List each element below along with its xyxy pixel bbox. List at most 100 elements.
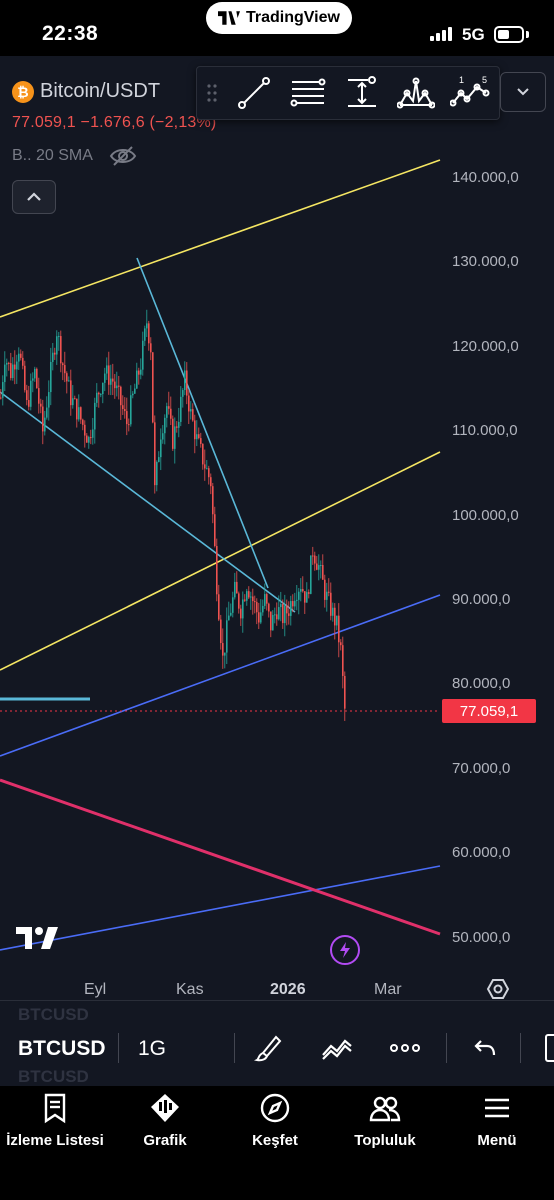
trend-line-tool-button[interactable] xyxy=(227,66,281,120)
candle-body xyxy=(16,361,18,370)
candle-body xyxy=(326,591,328,600)
candle-body xyxy=(72,398,74,406)
candle-body xyxy=(296,599,298,601)
time-axis-label: Eyl xyxy=(84,981,107,998)
symbol-title[interactable]: Bitcoin/USDT xyxy=(40,80,161,102)
candle-body xyxy=(176,426,178,428)
source-app-label: TradingView xyxy=(246,9,340,26)
candle-body xyxy=(270,611,272,631)
time-axis-label: Kas xyxy=(176,981,204,998)
symbol-header[interactable]: ₿ Bitcoin/USDT xyxy=(12,80,160,103)
interval-button[interactable]: 1G xyxy=(138,1037,167,1060)
candle-body xyxy=(266,594,268,604)
undo-button[interactable] xyxy=(468,1031,502,1065)
candle-body xyxy=(34,368,36,379)
candle-body xyxy=(0,397,2,399)
candle-body xyxy=(42,406,44,432)
candle-body xyxy=(146,323,148,329)
candle-body xyxy=(174,426,176,449)
candle-body xyxy=(292,601,294,607)
chevron-up-icon xyxy=(27,192,41,201)
candle-body xyxy=(178,421,180,428)
candle-body xyxy=(204,464,206,469)
candle-body xyxy=(70,380,72,406)
layout-button[interactable] xyxy=(530,1031,554,1065)
candle-body xyxy=(322,565,324,580)
settings-icon[interactable] xyxy=(486,977,510,1001)
compass-icon xyxy=(260,1093,290,1123)
indicator-label[interactable]: B.. 20 SMA xyxy=(12,147,93,164)
candle-body xyxy=(194,420,196,440)
source-app-pill[interactable]: TradingView xyxy=(206,2,352,34)
support-trend-line xyxy=(0,594,441,757)
long-support-line xyxy=(0,865,441,951)
candle-body xyxy=(124,409,126,412)
projection-tool-button[interactable] xyxy=(335,66,389,120)
tab-label: Grafik xyxy=(143,1132,187,1149)
symbol-toolbar: BTCUSD BTCUSD BTCUSD 1G xyxy=(0,1000,554,1086)
chart-icon xyxy=(151,1094,179,1122)
candle-body xyxy=(328,591,330,593)
candle-body xyxy=(38,388,40,404)
timeframe-dropdown[interactable] xyxy=(500,72,546,112)
chart-area[interactable] xyxy=(0,56,554,1000)
candle-body xyxy=(156,461,158,486)
indicator-row[interactable]: B.. 20 SMA xyxy=(12,145,137,167)
candle-body xyxy=(106,365,108,374)
layout-icon xyxy=(545,1034,554,1062)
more-options-button[interactable] xyxy=(388,1031,422,1065)
candle-body xyxy=(212,486,214,515)
tab-explore[interactable]: Keşfet xyxy=(220,1092,330,1149)
candle-body xyxy=(118,385,120,387)
candle-body xyxy=(150,343,152,353)
candle-body xyxy=(218,594,220,620)
tab-community[interactable]: Topluluk xyxy=(330,1092,440,1149)
community-icon xyxy=(369,1096,401,1122)
candle-body xyxy=(298,591,300,600)
divider xyxy=(446,1033,447,1063)
collapse-legend-button[interactable] xyxy=(12,180,56,214)
tab-chart[interactable]: Grafik xyxy=(110,1092,220,1149)
candle-body xyxy=(290,601,292,616)
candle-body xyxy=(314,555,316,564)
price-chart[interactable] xyxy=(0,56,554,1000)
candle-body xyxy=(112,378,114,382)
parallel-channel-tool-button[interactable] xyxy=(281,66,335,120)
candle-body xyxy=(220,619,222,644)
bitcoin-icon: ₿ xyxy=(12,80,34,103)
tab-label: İzleme Listesi xyxy=(6,1132,104,1149)
candle-body xyxy=(258,612,260,623)
pattern-tool-button[interactable] xyxy=(389,66,443,120)
candle-body xyxy=(254,601,256,603)
candle-body xyxy=(216,546,218,595)
tab-label: Menü xyxy=(477,1132,517,1149)
candle-body xyxy=(276,614,278,620)
candle-body xyxy=(92,429,94,438)
drag-handle-icon[interactable] xyxy=(197,84,227,102)
candle-body xyxy=(10,363,12,379)
more-icon xyxy=(390,1044,420,1052)
drawing-brush-button[interactable] xyxy=(252,1031,286,1065)
candle-body xyxy=(274,614,276,616)
candle-body xyxy=(96,392,98,403)
last-price-tag: 77.059,1 xyxy=(442,699,536,723)
candle-body xyxy=(14,364,16,370)
bottom-tab-bar: İzleme Listesi Grafik Keşfet Topluluk Me… xyxy=(0,1086,554,1200)
candle-body xyxy=(108,365,110,385)
replay-button[interactable] xyxy=(330,935,360,965)
tab-watchlist[interactable]: İzleme Listesi xyxy=(0,1092,110,1149)
candle-body xyxy=(200,438,202,444)
network-label: 5G xyxy=(462,25,485,44)
candle-body xyxy=(336,615,338,626)
eye-off-icon[interactable] xyxy=(109,145,137,167)
symbol-search-button[interactable]: BTCUSD xyxy=(18,1037,106,1060)
candle-body xyxy=(66,373,68,382)
candle-body xyxy=(88,437,90,443)
indicators-button[interactable] xyxy=(320,1031,354,1065)
candle-body xyxy=(142,340,144,370)
tab-menu[interactable]: Menü xyxy=(442,1092,552,1149)
candle-body xyxy=(136,370,138,389)
